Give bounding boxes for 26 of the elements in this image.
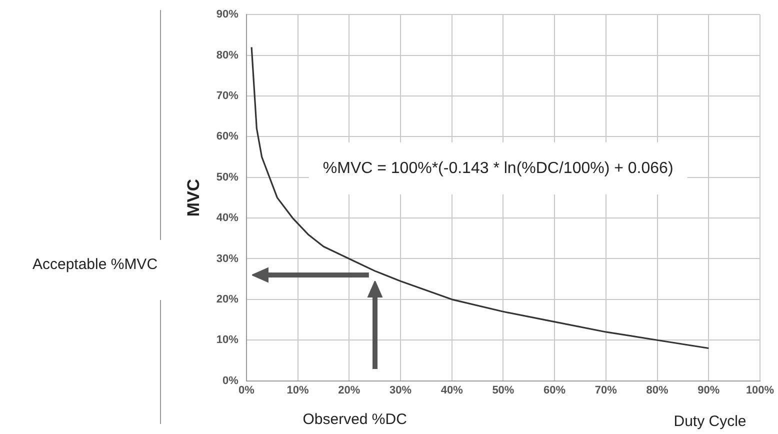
y-tick-label: 10%: [216, 334, 239, 346]
x-tick-label: 0%: [238, 384, 255, 396]
x-tick-label: 80%: [646, 384, 669, 396]
x-axis-title: Duty Cycle: [674, 413, 746, 430]
x-tick-label: 20%: [338, 384, 360, 396]
x-tick-label: 30%: [389, 384, 412, 396]
y-tick-label: 90%: [216, 8, 239, 21]
x-tick-label: 100%: [746, 384, 774, 396]
x-tick-label: 50%: [492, 384, 514, 396]
y-tick-label: 70%: [216, 90, 239, 102]
y-tick-label: 80%: [216, 49, 239, 62]
annotation: %MVC = 100%*(-0.143 * ln(%DC/100%) + 0.066): [322, 160, 674, 177]
y-tick-label: 20%: [216, 293, 239, 306]
y-tick-label: 0%: [222, 374, 239, 387]
x-tick-label: 90%: [698, 384, 720, 396]
y-tick-label: 30%: [216, 252, 239, 265]
y-tick-label: 60%: [216, 130, 239, 143]
x-tick-label: 40%: [440, 384, 464, 396]
x-tick-label: 70%: [594, 384, 618, 396]
x-tick-label: 10%: [286, 384, 309, 396]
y-tick-label: 40%: [216, 212, 239, 224]
y-tick-label: 50%: [216, 171, 239, 184]
text: Observed %DC: [302, 411, 408, 428]
x-tick-label: 60%: [544, 384, 566, 396]
text: Acceptable %MVC: [32, 256, 158, 274]
y-axis-title: MVC: [184, 178, 203, 217]
